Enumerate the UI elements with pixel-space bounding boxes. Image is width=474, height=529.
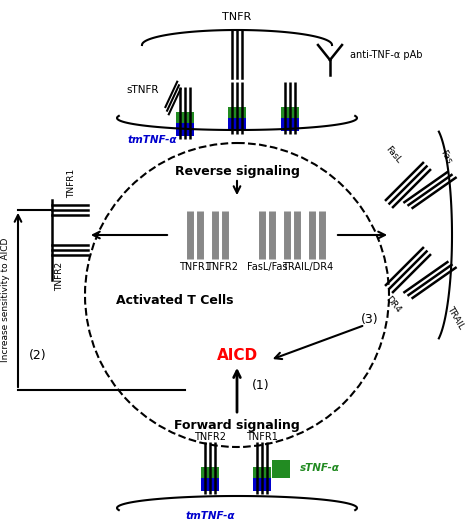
Text: sTNF-α: sTNF-α xyxy=(300,463,340,473)
Text: TNFR2: TNFR2 xyxy=(206,262,238,272)
Bar xyxy=(253,467,271,478)
Text: TRAIL/DR4: TRAIL/DR4 xyxy=(283,262,334,272)
Text: FasL/Fas: FasL/Fas xyxy=(247,262,287,272)
Bar xyxy=(272,460,290,478)
Text: FasL: FasL xyxy=(383,144,403,165)
Text: TNFR2: TNFR2 xyxy=(194,432,226,442)
Text: Forward signaling: Forward signaling xyxy=(174,418,300,432)
Text: tmTNF-α: tmTNF-α xyxy=(185,511,235,521)
Text: TNFR1: TNFR1 xyxy=(67,169,76,198)
Bar xyxy=(253,478,271,491)
Text: DR4: DR4 xyxy=(383,295,402,315)
Text: anti-TNF-α pAb: anti-TNF-α pAb xyxy=(350,50,422,60)
Text: TNFR1: TNFR1 xyxy=(179,262,211,272)
Bar xyxy=(176,112,194,123)
Text: TNFR2: TNFR2 xyxy=(55,262,64,291)
Bar xyxy=(201,467,219,478)
Bar xyxy=(201,478,219,491)
Text: TNFR1: TNFR1 xyxy=(246,432,278,442)
Bar xyxy=(176,123,194,136)
Text: AICD: AICD xyxy=(217,348,257,362)
Text: TRAIL: TRAIL xyxy=(445,305,465,331)
Bar xyxy=(228,107,246,118)
Text: (3): (3) xyxy=(361,314,379,326)
Text: Increase sensitivity to AICD: Increase sensitivity to AICD xyxy=(1,238,10,362)
Bar xyxy=(281,118,299,131)
Text: tmTNF-α: tmTNF-α xyxy=(127,135,177,145)
Text: TNFR: TNFR xyxy=(222,12,252,22)
Text: (2): (2) xyxy=(29,349,47,361)
Text: sTNFR: sTNFR xyxy=(127,85,159,95)
Text: (1): (1) xyxy=(252,379,270,391)
Text: Reverse signaling: Reverse signaling xyxy=(174,166,300,178)
Text: Activated T Cells: Activated T Cells xyxy=(116,294,234,306)
Text: Fas: Fas xyxy=(438,148,453,165)
Bar xyxy=(228,118,246,131)
Bar xyxy=(281,107,299,118)
